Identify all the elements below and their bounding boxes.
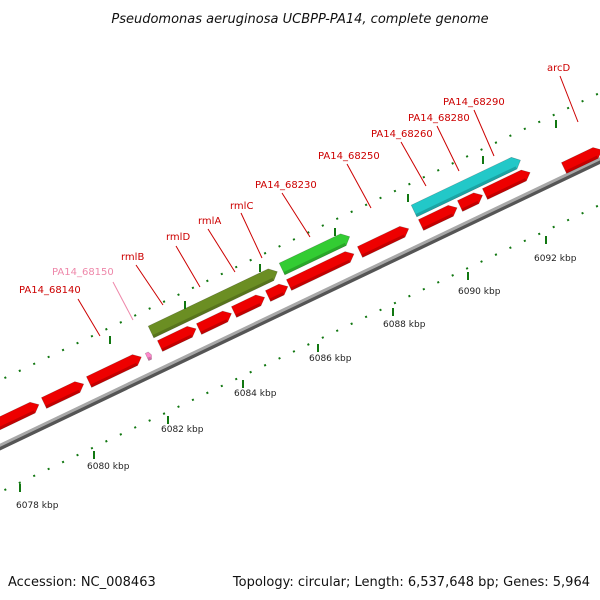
gene-label-arcd: arcD <box>547 63 571 74</box>
gene-pa14-68280-upper-shade <box>415 166 517 217</box>
gene-left-1-shade <box>0 410 36 433</box>
gene-track <box>0 147 600 433</box>
gene-pa14-68260-shade <box>422 213 454 231</box>
gene-label-rmlc: rmlC <box>230 201 253 212</box>
tick-label-6: 6088 kbp <box>383 320 426 330</box>
leader-rmlb <box>135 264 164 306</box>
tick-label-5: 6086 kbp <box>309 354 352 364</box>
leader-pa14-68260 <box>400 141 427 187</box>
gene-label-pa14-68290: PA14_68290 <box>443 97 505 108</box>
gene-label-rmlb: rmlB <box>121 252 144 263</box>
gene-pa14-68290-shade <box>486 178 527 200</box>
gene-pa14-68290 <box>482 169 531 200</box>
leader-pa14-68280 <box>436 125 460 172</box>
gene-left-3-shade <box>90 362 138 388</box>
gene-rml-operon-upper-body <box>147 268 278 339</box>
genome-backbone <box>0 157 600 447</box>
gene-rml-operon-upper <box>147 268 278 339</box>
gene-rmlD-shade <box>200 319 228 335</box>
tick-label-4: 6084 kbp <box>234 389 277 399</box>
gene-arcD-body <box>561 147 600 174</box>
gene-left-2-body <box>41 381 85 409</box>
gene-pa14-68230-shade <box>290 259 351 291</box>
gene-left-2-shade <box>45 389 80 409</box>
gene-arcD <box>561 147 600 174</box>
gene-left-2 <box>41 381 85 409</box>
gene-label-pa14-68280: PA14_68280 <box>408 113 470 124</box>
topology-text: Topology: circular; Length: 6,537,648 bp… <box>232 575 590 590</box>
gene-pa14-68260 <box>418 205 458 231</box>
tick-label-7: 6090 kbp <box>458 287 501 297</box>
tick-label-3: 6082 kbp <box>161 425 204 435</box>
gene-pa14-68280-shade <box>461 200 479 212</box>
gene-pa14-68260-body <box>418 205 458 231</box>
gene-pa14-68230-body <box>286 251 355 291</box>
gene-label-pa14-68140: PA14_68140 <box>19 285 81 296</box>
gene-label-rmla: rmlA <box>198 216 221 227</box>
map-title: Pseudomonas aeruginosa UCBPP-PA14, compl… <box>111 12 488 27</box>
gene-rmlB <box>157 326 197 352</box>
leader-pa14-68230 <box>281 192 311 238</box>
leader-rmlc <box>240 212 263 259</box>
gene-rmlA-body <box>231 294 266 318</box>
gene-rmlC <box>265 283 289 302</box>
leader-rmld <box>175 245 201 288</box>
gene-rmlC-body <box>265 283 289 302</box>
gene-rmlA-shade <box>235 303 261 318</box>
gene-left-1-body <box>0 401 40 433</box>
gene-rmlB-body <box>157 326 197 352</box>
gene-pa14-68230-upper-body <box>278 233 351 276</box>
gene-arcD-shade <box>565 155 599 174</box>
gene-label-rmld: rmlD <box>166 232 190 243</box>
dotted-guides <box>0 91 600 494</box>
upper-dotted-guide <box>0 91 600 382</box>
gene-label-pa14-68250: PA14_68250 <box>318 151 380 162</box>
gene-pa14-68280-upper-body <box>410 156 521 218</box>
gene-label-pa14-68150: PA14_68150 <box>52 267 114 278</box>
tick-label-1: 6078 kbp <box>16 501 59 511</box>
leader-pa14-68290 <box>473 109 495 157</box>
gene-left-3-body <box>86 354 142 388</box>
gene-pa14-68150 <box>144 351 152 362</box>
lower-dotted-guide <box>0 203 600 494</box>
gene-left-1 <box>0 401 40 433</box>
accession-text: Accession: NC_008463 <box>8 575 156 590</box>
gene-pa14-68230-upper <box>278 233 351 276</box>
tick-label-2: 6080 kbp <box>87 462 130 472</box>
gene-pa14-68150-body <box>144 351 152 362</box>
gene-pa14-68250-body <box>357 226 410 258</box>
gene-rmlC-shade <box>269 292 285 302</box>
gene-rmlD-body <box>196 310 232 335</box>
leader-rmla <box>207 228 236 273</box>
gene-pa14-68280 <box>457 192 483 212</box>
gene-pa14-68150-shade <box>147 356 152 361</box>
gene-pa14-68280-upper <box>410 156 521 218</box>
gene-labels: PA14_68140PA14_68150rmlBrmlDrmlArmlCPA14… <box>19 63 571 296</box>
gene-pa14-68230 <box>286 251 355 291</box>
gene-rmlA <box>231 294 266 318</box>
gene-rmlD <box>196 310 232 335</box>
leader-arcd <box>559 75 579 123</box>
scale-ticks: 6078 kbp 6080 kbp 6082 kbp 6084 kbp 6086 kbp… <box>16 120 577 511</box>
leader-pa14-68140 <box>77 298 101 337</box>
gene-rmlB-shade <box>161 334 193 352</box>
gene-label-pa14-68230: PA14_68230 <box>255 180 317 191</box>
gene-pa14-68280-body <box>457 192 483 212</box>
gene-left-3 <box>86 354 142 388</box>
label-leaders <box>77 75 579 337</box>
gene-pa14-68290-body <box>482 169 531 200</box>
gene-rml-operon-upper-shade <box>152 277 274 338</box>
gene-label-pa14-68260: PA14_68260 <box>371 129 433 140</box>
leader-pa14-68250 <box>346 163 372 209</box>
gene-pa14-68250 <box>357 226 410 258</box>
genome-backbone-shadow <box>0 159 600 451</box>
leader-pa14-68150 <box>112 281 134 321</box>
gene-pa14-68230-upper-shade <box>283 242 347 275</box>
tick-label-8: 6092 kbp <box>534 254 577 264</box>
gene-pa14-68250-shade <box>361 234 405 258</box>
